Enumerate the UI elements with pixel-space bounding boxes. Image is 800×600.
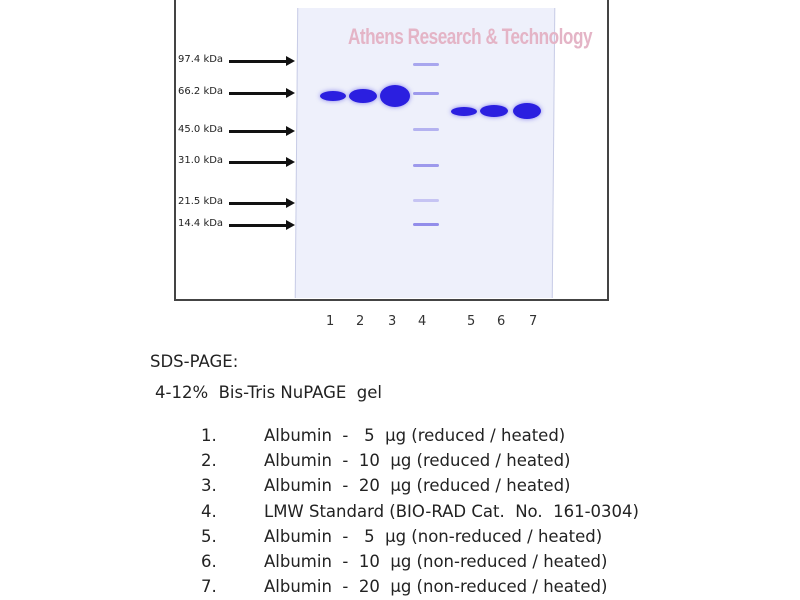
lane-description: Albumin - 10 µg (reduced / heated) [264,451,571,471]
marker-arrow-icon [229,88,295,98]
lane-index: 4. [201,501,217,521]
ladder-band [413,128,439,131]
lane-index: 5. [201,526,217,546]
gel-type: 4-12% Bis-Tris NuPAGE gel [155,383,383,402]
lane-description: LMW Standard (BIO-RAD Cat. No. 161-0304) [264,501,639,521]
ladder-band [413,164,439,167]
protein-band [451,106,477,116]
lane-number: 2 [356,314,365,329]
lane-description: Albumin - 5 µg (reduced / heated) [264,426,566,445]
watermark: Athens Research & Technology [348,24,593,49]
lane-description: Albumin - 5 µg (non-reduced / heated) [264,526,603,546]
marker-label: 45.0 kDa [178,124,224,135]
ladder-band [413,63,439,66]
marker-label: 31.0 kDa [178,155,224,166]
protein-band [320,91,346,101]
lane-index: 6. [201,552,217,571]
protein-band [349,89,377,103]
ladder-band [413,199,439,202]
method-title: SDS-PAGE: [150,352,239,371]
lane-number: 6 [497,314,506,329]
lane-number: 5 [467,314,476,329]
marker-arrow-icon [229,157,295,167]
lane-description: Albumin - 20 µg (non-reduced / heated) [264,577,608,597]
ladder-band [413,223,439,226]
lane-description: Albumin - 10 µg (non-reduced / heated) [264,552,608,571]
lane-number: 1 [326,314,335,329]
lane-description: Albumin - 20 µg (reduced / heated) [264,476,571,496]
marker-arrow-icon [229,126,295,136]
marker-arrow-icon [229,56,295,66]
lane-index: 2. [201,451,217,471]
ladder-band [413,92,439,95]
protein-band [380,85,410,107]
figure-frame [174,0,609,301]
lane-index: 3. [201,476,217,496]
marker-label: 97.4 kDa [178,54,224,65]
marker-label: 14.4 kDa [178,218,224,229]
lane-index: 1. [201,426,217,445]
gel-image [294,8,556,298]
protein-band [513,103,541,119]
marker-label: 21.5 kDa [178,196,224,207]
lane-number: 7 [529,314,538,329]
protein-band [480,105,508,117]
marker-label: 66.2 kDa [178,86,224,97]
marker-arrow-icon [229,198,295,208]
lane-index: 7. [201,577,217,597]
lane-number: 4 [418,314,427,329]
marker-arrow-icon [229,220,295,230]
lane-number: 3 [388,314,397,329]
